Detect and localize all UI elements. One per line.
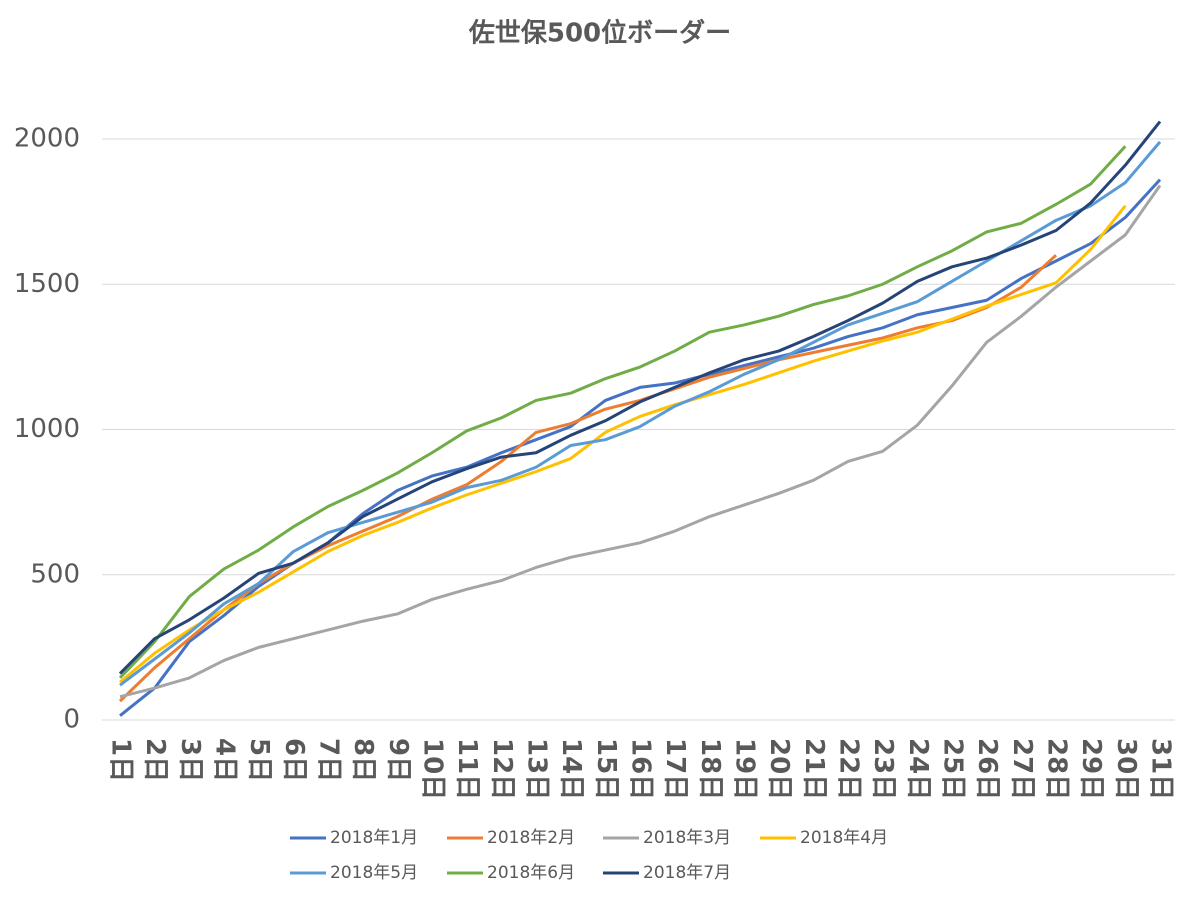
x-tick-label: 31日	[1146, 738, 1176, 800]
series-line	[118, 145, 1127, 679]
x-tick-label: 12日	[487, 738, 517, 800]
series-line	[119, 178, 1162, 717]
x-tick-label: 19日	[730, 738, 760, 800]
y-tick-label: 0	[63, 705, 80, 735]
legend-label: 2018年4月	[800, 828, 888, 848]
x-tick-label: 15日	[591, 738, 621, 800]
chart-title: 佐世保500位ボーダー	[468, 18, 731, 49]
x-tick-label: 29日	[1076, 738, 1106, 800]
x-tick-label: 11日	[452, 738, 482, 800]
series-line	[119, 204, 1127, 684]
series-line	[119, 140, 1162, 687]
series-line	[118, 120, 1162, 675]
y-tick-label: 500	[30, 559, 80, 589]
y-tick-label: 1000	[14, 414, 80, 444]
x-tick-label: 24日	[903, 738, 933, 800]
x-tick-label: 10日	[418, 738, 448, 800]
x-tick-label: 17日	[660, 738, 690, 800]
x-tick-label: 26日	[972, 738, 1002, 800]
x-tick-label: 27日	[1007, 738, 1037, 800]
legend-label: 2018年3月	[643, 828, 731, 848]
x-tick-label: 5日	[244, 738, 274, 782]
x-tick-label: 1日	[106, 738, 136, 782]
x-tick-label: 2日	[140, 738, 170, 782]
x-tick-label: 9日	[383, 738, 413, 782]
x-tick-label: 28日	[1042, 738, 1072, 800]
y-tick-label: 2000	[14, 124, 80, 154]
y-tick-label: 1500	[14, 269, 80, 299]
x-tick-label: 22日	[834, 738, 864, 800]
series-line	[119, 184, 1162, 699]
legend-label: 2018年6月	[487, 863, 575, 883]
x-tick-label: 7日	[314, 738, 344, 782]
x-tick-label: 13日	[522, 738, 552, 800]
x-tick-label: 3日	[175, 738, 205, 782]
series-line	[118, 254, 1058, 703]
x-tick-label: 18日	[695, 738, 725, 800]
x-tick-label: 30日	[1111, 738, 1141, 800]
x-tick-label: 25日	[938, 738, 968, 800]
legend-label: 2018年1月	[330, 828, 418, 848]
x-tick-label: 21日	[799, 738, 829, 800]
x-tick-label: 16日	[626, 738, 656, 800]
x-tick-label: 23日	[868, 738, 898, 800]
x-tick-label: 4日	[210, 738, 240, 782]
legend-label: 2018年7月	[643, 863, 731, 883]
x-tick-label: 8日	[348, 738, 378, 782]
x-tick-label: 20日	[764, 738, 794, 800]
legend-label: 2018年2月	[487, 828, 575, 848]
x-tick-label: 14日	[556, 738, 586, 800]
x-tick-label: 6日	[279, 738, 309, 782]
legend-label: 2018年5月	[330, 863, 418, 883]
